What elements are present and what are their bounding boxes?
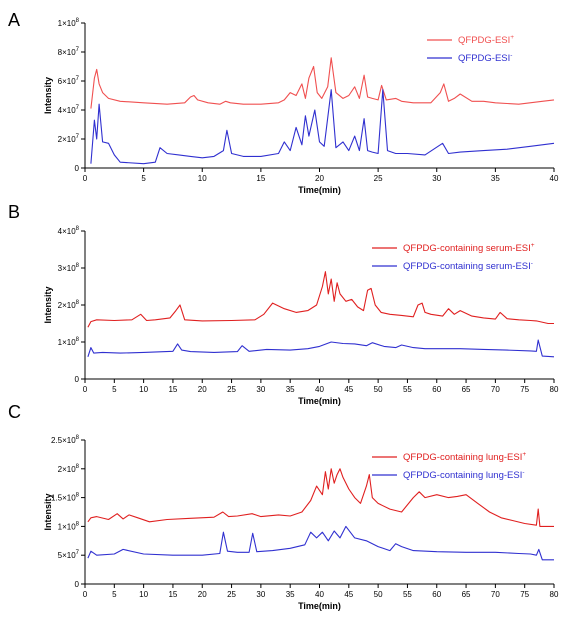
x-tick-label: 15 <box>168 385 177 394</box>
legend-entry: QFPDG-containing lung-ESI- <box>403 469 525 481</box>
x-tick-label: 20 <box>315 174 324 183</box>
x-tick-label: 65 <box>462 385 471 394</box>
x-tick-label: 15 <box>256 174 265 183</box>
x-tick-label: 5 <box>112 385 117 394</box>
series-line-negative <box>90 89 555 165</box>
legend-entry: QFPDG-containing serum-ESI- <box>403 260 533 272</box>
x-tick-label: 10 <box>139 590 148 599</box>
x-tick-label: 75 <box>520 385 529 394</box>
panel-label: A <box>8 10 20 30</box>
x-tick-label: 40 <box>315 590 324 599</box>
y-tick-label: 0 <box>75 164 80 173</box>
x-tick-label: 0 <box>83 590 88 599</box>
x-tick-label: 75 <box>520 590 529 599</box>
x-tick-label: 50 <box>374 385 383 394</box>
y-tick-label: 2×107 <box>58 134 80 144</box>
y-tick-label: 8×107 <box>58 47 80 57</box>
x-tick-label: 55 <box>403 385 412 394</box>
y-tick-label: 2×108 <box>58 300 80 310</box>
x-tick-label: 15 <box>168 590 177 599</box>
y-tick-label: 1×108 <box>58 18 80 28</box>
x-tick-label: 45 <box>344 590 353 599</box>
x-tick-label: 80 <box>550 590 559 599</box>
x-tick-label: 5 <box>112 590 117 599</box>
y-tick-label: 0 <box>75 580 80 589</box>
x-tick-label: 30 <box>256 590 265 599</box>
series-line-positive <box>90 57 555 109</box>
y-axis-title: Intensity <box>43 77 53 114</box>
panel-label: C <box>8 402 21 422</box>
series-line-positive <box>87 468 554 527</box>
y-tick-label: 6×107 <box>58 76 80 86</box>
x-tick-label: 0 <box>83 174 88 183</box>
x-tick-label: 30 <box>432 174 441 183</box>
x-tick-label: 40 <box>550 174 559 183</box>
chart-panel-a: A 0 5 10 15 20 25 30 35 40 0 2×107 4×107 6×107 8×107 1×… <box>8 10 559 195</box>
series-line-negative <box>87 339 555 358</box>
series-line-positive <box>87 271 554 328</box>
x-tick-label: 65 <box>462 590 471 599</box>
y-tick-label: 1×108 <box>58 337 80 347</box>
legend-entry: QFPDG-ESI- <box>458 52 512 64</box>
y-tick-label: 4×107 <box>58 105 80 115</box>
y-tick-label: 5×107 <box>58 550 80 560</box>
x-tick-label: 60 <box>432 385 441 394</box>
y-tick-label: 2.5×108 <box>51 435 80 445</box>
y-tick-label: 1.5×108 <box>51 493 80 503</box>
x-tick-label: 35 <box>491 174 500 183</box>
x-tick-label: 25 <box>374 174 383 183</box>
legend-entry: QFPDG-containing lung-ESI+ <box>403 451 526 463</box>
y-tick-label: 4×108 <box>58 226 80 236</box>
x-tick-label: 25 <box>227 385 236 394</box>
x-tick-label: 70 <box>491 385 500 394</box>
legend-entry: QFPDG-ESI+ <box>458 34 514 46</box>
x-tick-label: 0 <box>83 385 88 394</box>
x-tick-label: 25 <box>227 590 236 599</box>
chart-panel-c: C 0 5 10 15 20 25 30 35 40 45 50 55 60 65 70 75 80 0 5×107 1… <box>8 402 559 611</box>
x-axis-title: Time(min) <box>298 185 341 195</box>
y-tick-label: 3×108 <box>58 263 80 273</box>
panel-label: B <box>8 202 20 222</box>
x-tick-label: 40 <box>315 385 324 394</box>
legend-entry: QFPDG-containing serum-ESI+ <box>403 242 535 254</box>
y-tick-label: 0 <box>75 375 80 384</box>
x-tick-label: 10 <box>139 385 148 394</box>
x-tick-label: 30 <box>256 385 265 394</box>
y-axis-title: Intensity <box>43 286 53 323</box>
y-axis-title: Intensity <box>43 493 53 530</box>
y-tick-label: 1×108 <box>58 521 80 531</box>
chart-panel-b: B 0 5 10 15 20 25 30 35 40 45 50 55 60 65 70 75 80 0 1×108 2… <box>8 202 559 406</box>
x-tick-label: 20 <box>198 385 207 394</box>
x-tick-label: 20 <box>198 590 207 599</box>
y-tick-label: 2×108 <box>58 464 80 474</box>
x-tick-label: 60 <box>432 590 441 599</box>
x-tick-label: 45 <box>344 385 353 394</box>
series-line-negative <box>87 525 554 561</box>
x-tick-label: 10 <box>198 174 207 183</box>
x-axis-title: Time(min) <box>298 396 341 406</box>
x-tick-label: 55 <box>403 590 412 599</box>
x-tick-label: 5 <box>141 174 146 183</box>
x-tick-label: 35 <box>286 590 295 599</box>
x-tick-label: 80 <box>550 385 559 394</box>
x-axis-title: Time(min) <box>298 601 341 611</box>
x-tick-label: 50 <box>374 590 383 599</box>
x-tick-label: 70 <box>491 590 500 599</box>
x-tick-label: 35 <box>286 385 295 394</box>
